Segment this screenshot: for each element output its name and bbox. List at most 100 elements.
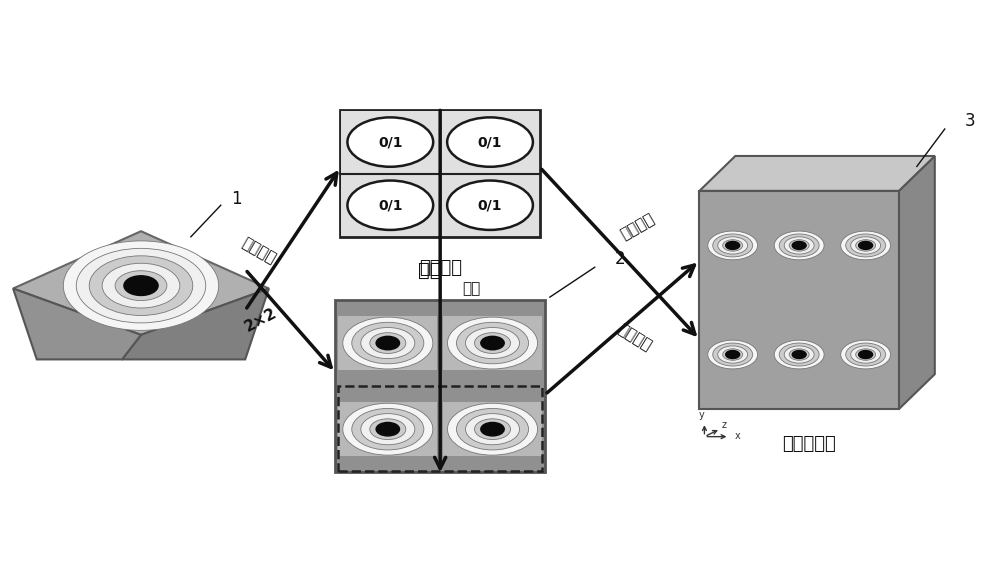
Text: 垂直连接: 垂直连接 — [615, 321, 654, 353]
Circle shape — [861, 242, 871, 248]
Bar — [338, 386, 542, 470]
Text: 0/1: 0/1 — [478, 135, 502, 149]
Circle shape — [851, 346, 881, 363]
Text: 主动超材料: 主动超材料 — [782, 435, 836, 453]
Circle shape — [343, 317, 433, 369]
Circle shape — [728, 351, 738, 357]
Circle shape — [789, 239, 809, 251]
Circle shape — [370, 419, 406, 440]
Polygon shape — [13, 231, 269, 335]
Circle shape — [794, 242, 804, 248]
Circle shape — [475, 419, 511, 440]
Circle shape — [708, 340, 758, 369]
Circle shape — [774, 340, 824, 369]
Circle shape — [846, 234, 886, 257]
Bar — [443, 316, 542, 370]
Circle shape — [347, 117, 433, 167]
Circle shape — [728, 242, 738, 248]
Circle shape — [361, 414, 415, 445]
Bar — [338, 316, 437, 370]
Circle shape — [343, 403, 433, 455]
Circle shape — [779, 234, 819, 257]
Circle shape — [379, 424, 397, 434]
Circle shape — [447, 181, 533, 230]
Circle shape — [352, 323, 424, 364]
Bar — [335, 300, 545, 472]
Text: 1: 1 — [231, 190, 241, 208]
Bar — [338, 402, 437, 456]
Polygon shape — [13, 288, 141, 359]
Bar — [441, 174, 539, 236]
Circle shape — [846, 343, 886, 366]
Text: 0/1: 0/1 — [378, 135, 403, 149]
Polygon shape — [699, 156, 935, 191]
Circle shape — [370, 333, 406, 354]
Circle shape — [708, 231, 758, 260]
Text: z: z — [721, 420, 726, 430]
Polygon shape — [122, 288, 269, 359]
Circle shape — [841, 340, 891, 369]
Text: x: x — [734, 431, 740, 441]
Text: 0/1: 0/1 — [478, 198, 502, 212]
Text: 整体调节: 整体调节 — [618, 211, 657, 242]
Circle shape — [379, 338, 397, 349]
Circle shape — [361, 328, 415, 359]
Circle shape — [792, 241, 806, 249]
Circle shape — [347, 181, 433, 230]
Circle shape — [856, 239, 876, 251]
Circle shape — [376, 336, 400, 350]
Text: 2×2: 2×2 — [242, 305, 279, 335]
Circle shape — [723, 239, 743, 251]
Circle shape — [447, 403, 538, 455]
Bar — [443, 402, 542, 456]
Bar — [441, 111, 539, 173]
Circle shape — [794, 351, 804, 357]
Bar — [699, 191, 899, 409]
Circle shape — [784, 346, 814, 363]
Circle shape — [792, 350, 806, 358]
Circle shape — [457, 323, 529, 364]
Bar — [341, 111, 439, 173]
Circle shape — [481, 422, 504, 436]
Circle shape — [718, 346, 748, 363]
Circle shape — [774, 231, 824, 260]
Circle shape — [475, 333, 511, 354]
Circle shape — [723, 349, 743, 360]
Circle shape — [466, 414, 520, 445]
Bar — [340, 110, 540, 237]
Circle shape — [457, 409, 529, 450]
Circle shape — [115, 271, 167, 301]
Text: 编码: 编码 — [462, 281, 480, 296]
Circle shape — [89, 256, 193, 316]
Circle shape — [481, 336, 504, 350]
Circle shape — [713, 343, 753, 366]
Circle shape — [856, 349, 876, 360]
Circle shape — [484, 424, 502, 434]
Circle shape — [859, 350, 873, 358]
Circle shape — [76, 248, 206, 323]
Circle shape — [447, 117, 533, 167]
Circle shape — [484, 338, 502, 349]
Circle shape — [861, 351, 871, 357]
Circle shape — [128, 278, 154, 293]
Text: 3: 3 — [965, 112, 975, 130]
Circle shape — [779, 343, 819, 366]
Circle shape — [376, 422, 400, 436]
Circle shape — [124, 276, 158, 295]
Circle shape — [789, 349, 809, 360]
Text: 超胞: 超胞 — [418, 261, 442, 280]
Bar — [341, 174, 439, 236]
Circle shape — [851, 237, 881, 254]
Text: 局部调节: 局部调节 — [239, 235, 278, 267]
Circle shape — [63, 241, 219, 331]
Circle shape — [102, 263, 180, 308]
Circle shape — [859, 241, 873, 249]
Text: 编码方式: 编码方式 — [419, 258, 462, 276]
Circle shape — [466, 328, 520, 359]
Circle shape — [726, 241, 740, 249]
Circle shape — [352, 409, 424, 450]
Text: y: y — [699, 410, 704, 419]
Text: 0/1: 0/1 — [378, 198, 403, 212]
Circle shape — [784, 237, 814, 254]
Polygon shape — [899, 156, 935, 409]
